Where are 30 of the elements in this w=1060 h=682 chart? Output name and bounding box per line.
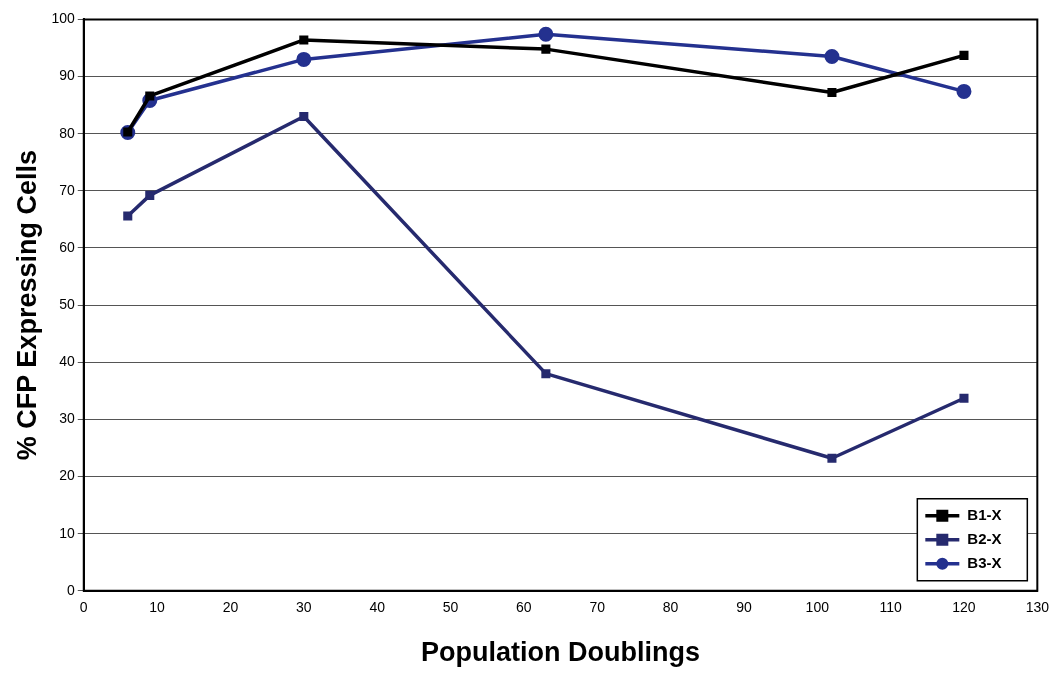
x-tick-label: 110: [879, 599, 902, 616]
y-tick-label: 20: [59, 467, 75, 484]
x-tick-label: 80: [662, 599, 679, 616]
x-tick-label: 60: [516, 599, 532, 616]
x-tick-label: 50: [442, 599, 459, 616]
legend-label: B3-X: [967, 553, 1002, 571]
y-tick-label: 40: [59, 353, 75, 370]
x-tick-label: 120: [952, 599, 976, 616]
y-tick-label: 100: [51, 10, 75, 27]
x-tick-label: 10: [149, 599, 166, 616]
y-tick-label: 0: [66, 581, 75, 598]
x-axis-title: Population Doublings: [421, 637, 701, 668]
x-tick-label: 30: [296, 599, 312, 616]
y-tick-label: 90: [59, 67, 75, 84]
x-tick-label: 40: [369, 599, 386, 616]
y-tick-label: 60: [59, 238, 75, 255]
x-tick-label: 130: [1025, 599, 1050, 616]
y-axis-title: % CFP Expressing Cells: [11, 150, 42, 461]
y-tick-label: 30: [59, 410, 75, 427]
x-tick-label: 100: [805, 599, 830, 616]
y-tick-label: 50: [59, 295, 75, 312]
legend-label: B2-X: [967, 529, 1002, 547]
x-tick-label: 0: [79, 599, 88, 616]
y-tick-label: 80: [59, 124, 75, 141]
y-tick-label: 70: [59, 181, 75, 198]
legend-label: B1-X: [967, 505, 1002, 523]
y-tick-label: 10: [59, 524, 75, 541]
x-tick-label: 90: [736, 599, 752, 616]
x-tick-label: 20: [222, 599, 239, 616]
x-tick-label: 70: [589, 599, 606, 616]
